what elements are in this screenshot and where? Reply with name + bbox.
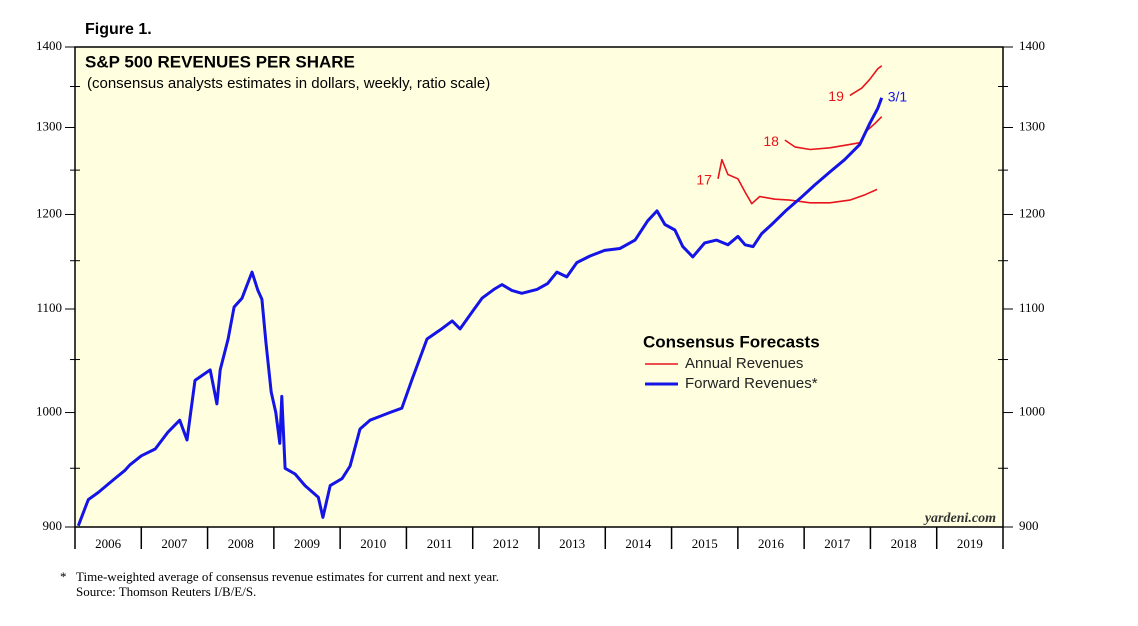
- annual-line: [849, 65, 883, 97]
- y-tick-label: 1000: [36, 404, 62, 419]
- y2-tick-label: 1400: [1019, 38, 1045, 53]
- x-tick-label: 2006: [95, 536, 122, 551]
- x-tick-label: 2015: [692, 536, 718, 551]
- x-tick-label: 2010: [360, 536, 386, 551]
- line-label: 17: [696, 172, 712, 188]
- legend-label: Forward Revenues*: [685, 375, 818, 392]
- x-tick-label: 2019: [957, 536, 983, 551]
- x-tick-label: 2013: [559, 536, 585, 551]
- annual-line: [784, 116, 883, 151]
- annual-line: [717, 158, 878, 205]
- x-tick-label: 2014: [625, 536, 652, 551]
- end-label: 3/1: [888, 89, 908, 105]
- y-tick-label: 1400: [36, 38, 62, 53]
- watermark: yardeni.com: [923, 511, 996, 526]
- x-tick-label: 2008: [228, 536, 254, 551]
- forward-line: [76, 97, 884, 527]
- chart-title: S&P 500 REVENUES PER SHARE: [85, 52, 355, 71]
- y-tick-label: 1200: [36, 205, 62, 220]
- line-label: 18: [763, 133, 779, 149]
- x-tick-label: 2012: [493, 536, 519, 551]
- y2-tick-label: 1000: [1019, 404, 1045, 419]
- x-tick-label: 2011: [427, 536, 453, 551]
- x-tick-label: 2017: [824, 536, 851, 551]
- source: Source: Thomson Reuters I/B/E/S.: [76, 584, 256, 599]
- footnote-marker: *: [60, 569, 67, 584]
- legend-label: Annual Revenues: [685, 355, 803, 372]
- x-tick-label: 2007: [161, 536, 188, 551]
- x-tick-label: 2009: [294, 536, 320, 551]
- figure-label: Figure 1.: [85, 21, 152, 38]
- y2-tick-label: 1200: [1019, 205, 1045, 220]
- x-tick-label: 2018: [891, 536, 917, 551]
- y2-tick-label: 1100: [1019, 300, 1045, 315]
- footnote: Time-weighted average of consensus reven…: [76, 569, 499, 584]
- chart-subtitle: (consensus analysts estimates in dollars…: [87, 75, 490, 92]
- x-tick-label: 2016: [758, 536, 785, 551]
- legend-title: Consensus Forecasts: [643, 332, 820, 351]
- y-tick-label: 1300: [36, 118, 62, 133]
- y-tick-label: 900: [43, 518, 63, 533]
- y-tick-label: 1100: [36, 300, 62, 315]
- line-label: 19: [828, 88, 844, 104]
- y2-tick-label: 1300: [1019, 118, 1045, 133]
- y2-tick-label: 900: [1019, 518, 1039, 533]
